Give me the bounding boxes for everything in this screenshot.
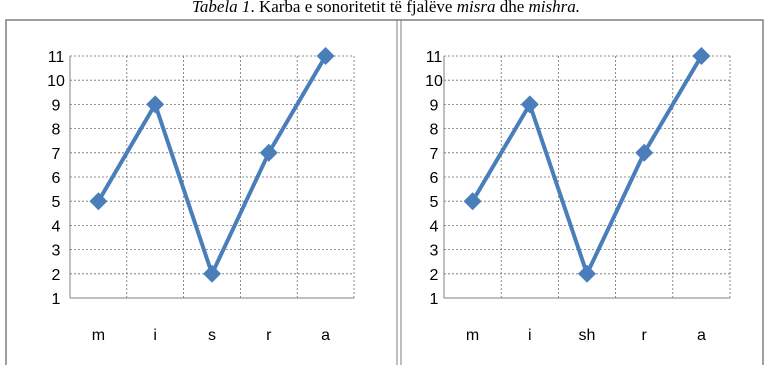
y-tick-label: 6 — [430, 170, 439, 187]
caption-word-2: mishra. — [528, 0, 580, 16]
data-point-marker — [692, 47, 711, 65]
y-tick-label: 9 — [430, 97, 439, 114]
chart-panel-mishra: 1 2 3 4 5 6 7 8 9 10 11 m i sh r a — [425, 47, 731, 344]
chart-panel-misra: 1 2 3 4 5 6 7 8 9 10 11 m i s r a — [47, 47, 355, 344]
caption-conjunction: dhe — [495, 0, 529, 16]
data-point-marker — [89, 192, 108, 211]
y-tick-label: 8 — [430, 122, 439, 139]
data-point-marker — [146, 95, 165, 114]
x-tick-label: m — [466, 327, 479, 344]
y-tick-label: 2 — [52, 267, 61, 284]
data-point-marker — [520, 95, 539, 114]
y-tick-label: 8 — [52, 122, 61, 139]
y-tick-label: 4 — [52, 218, 61, 235]
x-tick-label: i — [153, 327, 157, 344]
x-tick-label: r — [642, 327, 648, 344]
caption-text: . Karba e sonoritetit të fjalëve — [250, 0, 457, 16]
y-tick-label: 6 — [52, 170, 61, 187]
y-tick-label: 1 — [52, 291, 61, 308]
table-caption: Tabela 1. Karba e sonoritetit të fjalëve… — [0, 0, 772, 18]
x-tick-label: a — [321, 327, 330, 344]
y-tick-label: 11 — [426, 49, 443, 66]
data-point-marker — [203, 264, 221, 283]
y-tick-label: 7 — [52, 146, 61, 163]
y-tick-label: 4 — [430, 218, 439, 235]
x-tick-label: sh — [579, 327, 596, 344]
x-tick-label: i — [528, 327, 532, 344]
data-point-marker — [578, 264, 596, 283]
y-tick-label: 5 — [430, 194, 439, 211]
x-tick-label: s — [208, 327, 216, 344]
x-tick-label: a — [697, 327, 706, 344]
y-tick-label: 11 — [48, 49, 65, 66]
y-tick-label: 2 — [430, 267, 439, 284]
x-tick-label: m — [92, 327, 105, 344]
y-tick-label: 1 — [430, 291, 439, 308]
x-tick-label: r — [266, 327, 272, 344]
charts-frame — [5, 19, 764, 365]
caption-prefix: Tabela 1 — [192, 0, 251, 16]
y-tick-label: 3 — [52, 243, 61, 260]
data-point-marker — [316, 47, 335, 65]
y-tick-label: 5 — [52, 194, 61, 211]
data-point-marker — [635, 143, 654, 162]
y-tick-label: 7 — [430, 146, 439, 163]
y-tick-label: 10 — [425, 73, 443, 90]
data-point-marker — [259, 143, 278, 162]
data-point-marker — [463, 192, 482, 211]
y-tick-label: 10 — [47, 73, 65, 90]
y-tick-label: 3 — [430, 243, 439, 260]
caption-word-1: misra — [456, 0, 496, 16]
y-tick-label: 9 — [52, 97, 61, 114]
